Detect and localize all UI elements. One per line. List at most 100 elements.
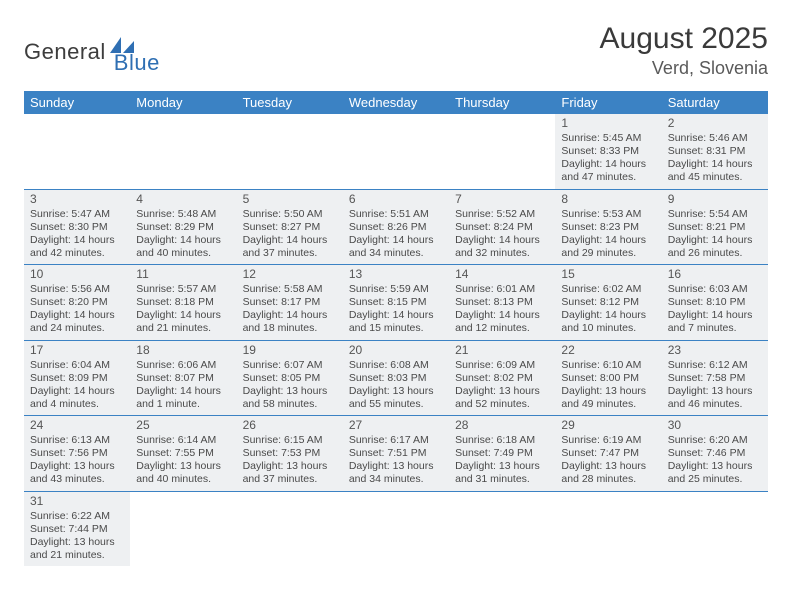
sunset-text: Sunset: 7:51 PM	[349, 447, 443, 460]
calendar-day-cell: 23Sunrise: 6:12 AMSunset: 7:58 PMDayligh…	[662, 340, 768, 416]
weekday-header: Tuesday	[237, 91, 343, 114]
brand-logo: General Blue	[24, 28, 160, 76]
calendar-day-cell: 31Sunrise: 6:22 AMSunset: 7:44 PMDayligh…	[24, 491, 130, 566]
day-info: Sunrise: 5:58 AMSunset: 8:17 PMDaylight:…	[243, 283, 337, 336]
sunset-text: Sunset: 8:07 PM	[136, 372, 230, 385]
daylight-text: and 24 minutes.	[30, 322, 124, 335]
sunset-text: Sunset: 8:29 PM	[136, 221, 230, 234]
calendar-day-cell: 27Sunrise: 6:17 AMSunset: 7:51 PMDayligh…	[343, 416, 449, 492]
day-info: Sunrise: 6:10 AMSunset: 8:00 PMDaylight:…	[561, 359, 655, 412]
daylight-text: and 34 minutes.	[349, 473, 443, 486]
sunset-text: Sunset: 8:09 PM	[30, 372, 124, 385]
day-info: Sunrise: 5:56 AMSunset: 8:20 PMDaylight:…	[30, 283, 124, 336]
calendar-day-cell: 15Sunrise: 6:02 AMSunset: 8:12 PMDayligh…	[555, 265, 661, 341]
day-info: Sunrise: 6:19 AMSunset: 7:47 PMDaylight:…	[561, 434, 655, 487]
sunset-text: Sunset: 8:20 PM	[30, 296, 124, 309]
day-info: Sunrise: 5:54 AMSunset: 8:21 PMDaylight:…	[668, 208, 762, 261]
calendar-empty-cell	[449, 114, 555, 189]
day-info: Sunrise: 6:09 AMSunset: 8:02 PMDaylight:…	[455, 359, 549, 412]
daylight-text: Daylight: 14 hours	[136, 234, 230, 247]
sunrise-text: Sunrise: 6:13 AM	[30, 434, 124, 447]
day-number: 26	[243, 418, 337, 433]
daylight-text: Daylight: 13 hours	[30, 460, 124, 473]
day-number: 10	[30, 267, 124, 282]
daylight-text: and 58 minutes.	[243, 398, 337, 411]
sunrise-text: Sunrise: 6:04 AM	[30, 359, 124, 372]
sunrise-text: Sunrise: 5:50 AM	[243, 208, 337, 221]
daylight-text: and 7 minutes.	[668, 322, 762, 335]
day-number: 8	[561, 192, 655, 207]
daylight-text: Daylight: 14 hours	[136, 385, 230, 398]
day-info: Sunrise: 6:06 AMSunset: 8:07 PMDaylight:…	[136, 359, 230, 412]
calendar-empty-cell	[130, 491, 236, 566]
day-number: 12	[243, 267, 337, 282]
day-number: 25	[136, 418, 230, 433]
day-info: Sunrise: 5:52 AMSunset: 8:24 PMDaylight:…	[455, 208, 549, 261]
sunrise-text: Sunrise: 5:53 AM	[561, 208, 655, 221]
calendar-empty-cell	[343, 114, 449, 189]
calendar-day-cell: 28Sunrise: 6:18 AMSunset: 7:49 PMDayligh…	[449, 416, 555, 492]
header: General Blue August 2025 Verd, Slovenia	[24, 22, 768, 79]
day-info: Sunrise: 6:18 AMSunset: 7:49 PMDaylight:…	[455, 434, 549, 487]
day-number: 6	[349, 192, 443, 207]
daylight-text: Daylight: 14 hours	[561, 309, 655, 322]
weekday-header: Friday	[555, 91, 661, 114]
daylight-text: and 29 minutes.	[561, 247, 655, 260]
day-number: 20	[349, 343, 443, 358]
daylight-text: and 10 minutes.	[561, 322, 655, 335]
calendar-week-row: 17Sunrise: 6:04 AMSunset: 8:09 PMDayligh…	[24, 340, 768, 416]
day-info: Sunrise: 6:20 AMSunset: 7:46 PMDaylight:…	[668, 434, 762, 487]
daylight-text: Daylight: 13 hours	[136, 460, 230, 473]
daylight-text: Daylight: 14 hours	[30, 385, 124, 398]
day-info: Sunrise: 6:13 AMSunset: 7:56 PMDaylight:…	[30, 434, 124, 487]
month-title: August 2025	[600, 22, 768, 56]
sunrise-text: Sunrise: 6:12 AM	[668, 359, 762, 372]
calendar-empty-cell	[555, 491, 661, 566]
calendar-day-cell: 4Sunrise: 5:48 AMSunset: 8:29 PMDaylight…	[130, 189, 236, 265]
sunrise-text: Sunrise: 5:54 AM	[668, 208, 762, 221]
sunrise-text: Sunrise: 6:14 AM	[136, 434, 230, 447]
day-info: Sunrise: 5:46 AMSunset: 8:31 PMDaylight:…	[668, 132, 762, 185]
day-info: Sunrise: 5:45 AMSunset: 8:33 PMDaylight:…	[561, 132, 655, 185]
sunrise-text: Sunrise: 6:18 AM	[455, 434, 549, 447]
sunrise-text: Sunrise: 6:06 AM	[136, 359, 230, 372]
daylight-text: Daylight: 13 hours	[561, 385, 655, 398]
daylight-text: Daylight: 13 hours	[455, 460, 549, 473]
daylight-text: Daylight: 13 hours	[668, 460, 762, 473]
daylight-text: Daylight: 13 hours	[668, 385, 762, 398]
calendar-body: 1Sunrise: 5:45 AMSunset: 8:33 PMDaylight…	[24, 114, 768, 566]
sunrise-text: Sunrise: 5:56 AM	[30, 283, 124, 296]
daylight-text: Daylight: 14 hours	[668, 158, 762, 171]
brand-word2: Blue	[114, 50, 160, 76]
sunset-text: Sunset: 8:26 PM	[349, 221, 443, 234]
sunset-text: Sunset: 7:55 PM	[136, 447, 230, 460]
calendar-day-cell: 22Sunrise: 6:10 AMSunset: 8:00 PMDayligh…	[555, 340, 661, 416]
daylight-text: and 52 minutes.	[455, 398, 549, 411]
calendar-day-cell: 11Sunrise: 5:57 AMSunset: 8:18 PMDayligh…	[130, 265, 236, 341]
sunrise-text: Sunrise: 6:09 AM	[455, 359, 549, 372]
day-number: 24	[30, 418, 124, 433]
weekday-header: Wednesday	[343, 91, 449, 114]
calendar-day-cell: 29Sunrise: 6:19 AMSunset: 7:47 PMDayligh…	[555, 416, 661, 492]
calendar-day-cell: 10Sunrise: 5:56 AMSunset: 8:20 PMDayligh…	[24, 265, 130, 341]
daylight-text: and 25 minutes.	[668, 473, 762, 486]
calendar-day-cell: 16Sunrise: 6:03 AMSunset: 8:10 PMDayligh…	[662, 265, 768, 341]
daylight-text: and 55 minutes.	[349, 398, 443, 411]
sunrise-text: Sunrise: 6:01 AM	[455, 283, 549, 296]
sunrise-text: Sunrise: 6:03 AM	[668, 283, 762, 296]
calendar-empty-cell	[237, 491, 343, 566]
sunrise-text: Sunrise: 6:08 AM	[349, 359, 443, 372]
calendar-empty-cell	[662, 491, 768, 566]
day-number: 31	[30, 494, 124, 509]
sunrise-text: Sunrise: 5:52 AM	[455, 208, 549, 221]
day-number: 30	[668, 418, 762, 433]
daylight-text: and 12 minutes.	[455, 322, 549, 335]
daylight-text: and 18 minutes.	[243, 322, 337, 335]
daylight-text: Daylight: 13 hours	[243, 385, 337, 398]
weekday-header: Saturday	[662, 91, 768, 114]
day-number: 16	[668, 267, 762, 282]
daylight-text: Daylight: 14 hours	[243, 234, 337, 247]
calendar-day-cell: 24Sunrise: 6:13 AMSunset: 7:56 PMDayligh…	[24, 416, 130, 492]
calendar-day-cell: 2Sunrise: 5:46 AMSunset: 8:31 PMDaylight…	[662, 114, 768, 189]
calendar-week-row: 24Sunrise: 6:13 AMSunset: 7:56 PMDayligh…	[24, 416, 768, 492]
